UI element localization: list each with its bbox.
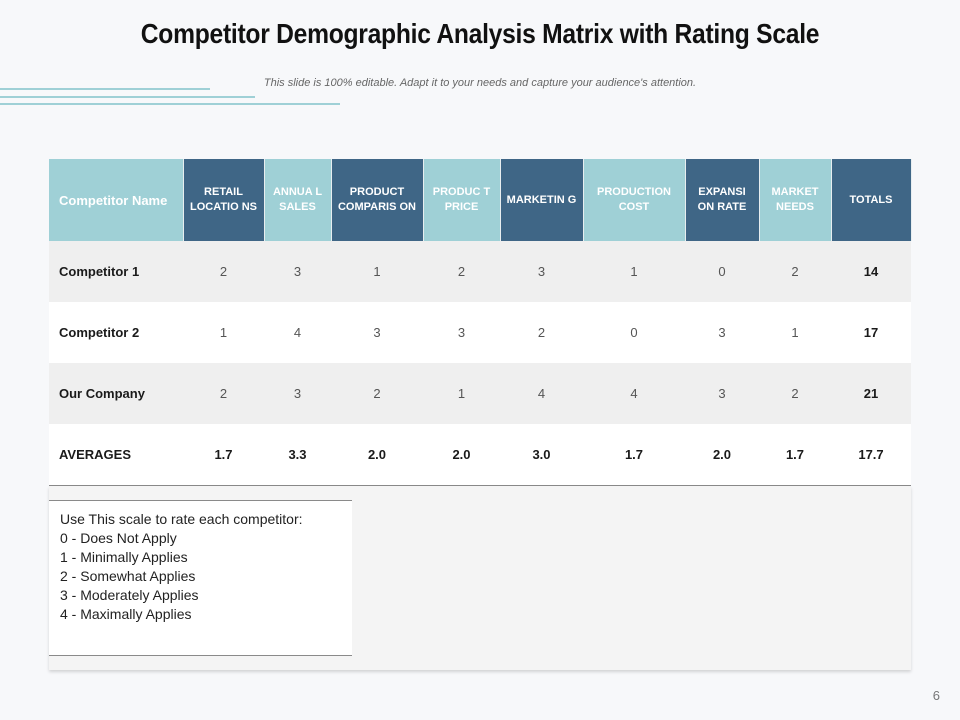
page-number: 6: [932, 688, 940, 703]
column-header-market-needs: MARKET NEEDS: [759, 159, 832, 241]
table-cell: 4: [583, 363, 685, 424]
decorative-line: [0, 103, 340, 105]
table-cell: 1: [183, 302, 264, 363]
average-cell: 3.3: [264, 424, 331, 486]
average-cell: 1.7: [183, 424, 264, 486]
column-header-totals: TOTALS: [831, 159, 912, 241]
averages-label: AVERAGES: [49, 424, 183, 486]
column-header-retail-locations: RETAIL LOCATIO NS: [183, 159, 265, 241]
table-cell: 2: [183, 241, 264, 302]
table-row: Our Company 2 3 2 1 4 4 3 2 21: [49, 363, 911, 424]
average-cell: 1.7: [583, 424, 685, 486]
table-header-row: Competitor Name RETAIL LOCATIO NS ANNUA …: [49, 159, 912, 241]
column-header-marketing: MARKETIN G: [500, 159, 584, 241]
table-cell: 3: [685, 302, 759, 363]
table-cell: 4: [500, 363, 583, 424]
table-cell: 2: [183, 363, 264, 424]
column-header-expansion-rate: EXPANSI ON RATE: [685, 159, 760, 241]
table-cell: 1: [583, 241, 685, 302]
rating-scale-box: Use This scale to rate each competitor: …: [49, 500, 352, 656]
table-cell: 3: [331, 302, 423, 363]
rating-scale-item: 4 - Maximally Applies: [60, 606, 192, 622]
table-cell: 2: [759, 363, 831, 424]
column-header-product-comparison: PRODUCT COMPARIS ON: [331, 159, 424, 241]
rating-scale-item: 0 - Does Not Apply: [60, 530, 177, 546]
column-header-product-price: PRODUC T PRICE: [423, 159, 501, 241]
slide-subtitle: This slide is 100% editable. Adapt it to…: [263, 77, 697, 89]
table-cell: 3: [500, 241, 583, 302]
average-cell: 2.0: [685, 424, 759, 486]
table-row: Competitor 2 1 4 3 3 2 0 3 1 17: [49, 302, 911, 363]
table-cell: 0: [583, 302, 685, 363]
column-header-annual-sales: ANNUA L SALES: [264, 159, 332, 241]
table-cell: 2: [423, 241, 500, 302]
rating-scale-item: 1 - Minimally Applies: [60, 549, 188, 565]
rating-scale-heading: Use This scale to rate each competitor:: [60, 511, 303, 527]
table-cell: 1: [759, 302, 831, 363]
table-cell: 1: [423, 363, 500, 424]
table-cell: 1: [331, 241, 423, 302]
row-total: 17: [831, 302, 911, 363]
row-total: 14: [831, 241, 911, 302]
table-cell: 2: [331, 363, 423, 424]
table-cell: 0: [685, 241, 759, 302]
table-cell: 3: [264, 363, 331, 424]
decorative-line: [0, 96, 255, 98]
table-cell: 3: [264, 241, 331, 302]
table-cell: 2: [759, 241, 831, 302]
row-label: Our Company: [49, 363, 183, 424]
column-header-competitor-name: Competitor Name: [49, 159, 184, 241]
average-cell: 3.0: [500, 424, 583, 486]
row-label: Competitor 2: [49, 302, 183, 363]
table-row: Competitor 1 2 3 1 2 3 1 0 2 14: [49, 241, 911, 302]
averages-row: AVERAGES 1.7 3.3 2.0 2.0 3.0 1.7 2.0 1.7…: [49, 424, 911, 486]
table-cell: 4: [264, 302, 331, 363]
row-label: Competitor 1: [49, 241, 183, 302]
rating-scale-panel: Use This scale to rate each competitor: …: [49, 486, 911, 670]
table-cell: 2: [500, 302, 583, 363]
average-cell: 1.7: [759, 424, 831, 486]
average-cell: 2.0: [423, 424, 500, 486]
decorative-line: [0, 88, 210, 90]
row-total: 21: [831, 363, 911, 424]
rating-scale-item: 3 - Moderately Applies: [60, 587, 199, 603]
column-header-production-cost: PRODUCTION COST: [583, 159, 686, 241]
average-total: 17.7: [831, 424, 911, 486]
table-cell: 3: [685, 363, 759, 424]
slide-title: Competitor Demographic Analysis Matrix w…: [140, 18, 820, 49]
table-cell: 3: [423, 302, 500, 363]
competitor-matrix-table: Competitor Name RETAIL LOCATIO NS ANNUA …: [49, 159, 912, 486]
average-cell: 2.0: [331, 424, 423, 486]
rating-scale-item: 2 - Somewhat Applies: [60, 568, 196, 584]
